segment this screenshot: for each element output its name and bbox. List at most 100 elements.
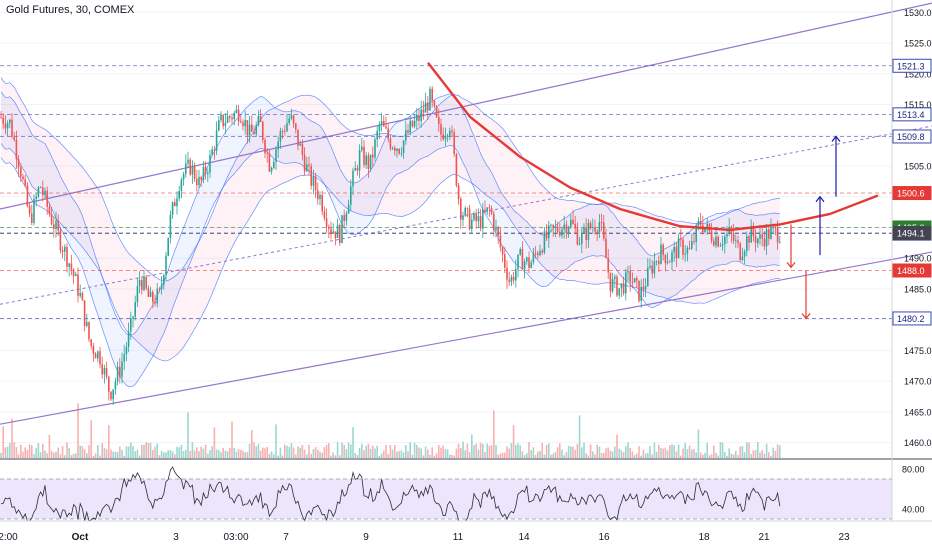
- volume-bar: [28, 444, 31, 458]
- volume-bar: [290, 443, 293, 458]
- volume-bar: [741, 445, 744, 458]
- band-line: [0, 143, 780, 388]
- volume-bar: [218, 450, 220, 458]
- candle-body: [68, 263, 70, 267]
- candle-body: [526, 257, 528, 262]
- candle-body: [737, 240, 739, 244]
- candle-body: [347, 204, 350, 214]
- volume-bar: [627, 442, 629, 458]
- volume-bar: [288, 447, 290, 458]
- volume-bar: [136, 449, 139, 458]
- candle-body: [460, 198, 462, 220]
- candle-body: [160, 284, 163, 289]
- candle-body: [53, 224, 55, 230]
- candle-body: [28, 206, 31, 214]
- candle-body: [680, 238, 682, 240]
- price-level-tag-text: 1509.8: [897, 132, 925, 142]
- candle-body: [9, 119, 11, 124]
- time-tick-label: 18: [698, 532, 710, 543]
- volume-bar: [303, 449, 306, 458]
- volume-bar: [523, 455, 526, 458]
- candle-body: [59, 230, 62, 251]
- candle-body: [158, 288, 161, 290]
- volume-bar: [468, 452, 471, 458]
- time-tick-label: Oct: [72, 532, 89, 543]
- candle-body: [17, 159, 20, 168]
- volume-bar: [213, 427, 216, 458]
- candle-body: [534, 252, 537, 254]
- volume-bar: [222, 447, 224, 458]
- candle-body: [512, 276, 515, 281]
- volume-bar: [402, 452, 405, 458]
- band-line: [0, 77, 780, 282]
- candles: [0, 86, 781, 406]
- volume-bar: [83, 449, 86, 458]
- volume-bar: [499, 453, 502, 458]
- volume-bar: [391, 449, 394, 458]
- candle-body: [464, 208, 466, 216]
- volume-bars: [0, 403, 781, 458]
- volume-bar: [422, 455, 425, 458]
- candle-body: [541, 250, 543, 253]
- candle-body: [81, 292, 84, 301]
- candle-body: [435, 106, 438, 117]
- volume-bar: [103, 447, 106, 458]
- price-tick-label: 1485.0: [904, 284, 932, 294]
- candle-body: [213, 149, 216, 151]
- volume-bar: [341, 442, 343, 458]
- candle-body: [266, 153, 268, 154]
- candle-body: [574, 224, 576, 229]
- target-arrow-up-head: [815, 195, 825, 203]
- candle-body: [673, 246, 675, 253]
- volume-bar: [46, 453, 48, 458]
- volume-bar: [543, 454, 546, 458]
- volume-bar: [719, 442, 722, 458]
- candle-body: [757, 238, 759, 244]
- candle-body: [572, 219, 574, 225]
- candle-body: [497, 227, 499, 236]
- candle-body: [156, 288, 158, 304]
- volume-bar: [266, 446, 268, 458]
- volume-bar: [708, 455, 711, 458]
- volume-bar: [59, 454, 62, 458]
- candle-body: [44, 190, 46, 195]
- volume-bar: [394, 445, 396, 458]
- volume-bar: [240, 449, 242, 458]
- candle-body: [99, 351, 101, 365]
- volume-bar: [537, 451, 539, 458]
- candle-body: [229, 116, 231, 118]
- volume-bar: [548, 443, 550, 458]
- candle-body: [196, 178, 198, 186]
- candle-body: [114, 381, 117, 390]
- volume-bar: [319, 451, 321, 458]
- candle-body: [273, 161, 275, 169]
- volume-bar: [457, 443, 460, 458]
- volume-bar: [550, 454, 552, 458]
- volume-bar: [526, 453, 528, 458]
- candle-body: [545, 231, 548, 239]
- volume-bar: [277, 455, 279, 458]
- candle-body: [288, 118, 290, 124]
- volume-bar: [776, 444, 779, 458]
- volume-bar: [125, 446, 128, 458]
- price-tick-label: 1460.0: [904, 438, 932, 448]
- chart-title: Gold Futures, 30, COMEX: [6, 4, 135, 16]
- candle-body: [651, 265, 653, 274]
- candle-body: [0, 116, 2, 118]
- volume-bar: [677, 444, 680, 458]
- volume-bar: [77, 403, 79, 458]
- volume-bar: [757, 442, 759, 458]
- volume-bar: [20, 444, 22, 458]
- volume-bar: [119, 446, 121, 458]
- candle-body: [754, 236, 757, 244]
- volume-bar: [387, 453, 389, 458]
- candle-body: [691, 241, 693, 249]
- volume-bar: [244, 452, 246, 458]
- volume-bar: [647, 452, 649, 458]
- candle-body: [332, 231, 334, 234]
- candle-body: [600, 222, 603, 223]
- volume-bar: [108, 425, 110, 458]
- candle-body: [660, 244, 662, 264]
